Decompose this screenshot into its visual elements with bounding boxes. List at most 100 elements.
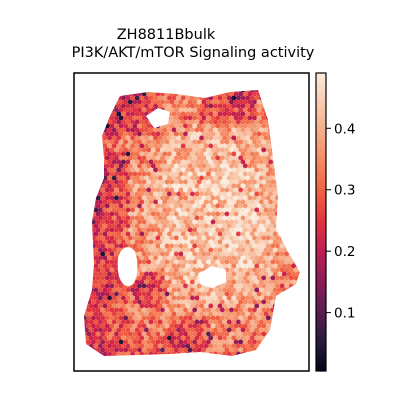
spot [212, 231, 218, 237]
spot [231, 143, 237, 149]
spot [242, 123, 248, 129]
spot [222, 343, 228, 349]
spot [219, 227, 225, 233]
spot [272, 90, 278, 93]
spot [86, 91, 92, 97]
spot [208, 255, 214, 261]
spot [252, 179, 257, 185]
spot [107, 90, 113, 93]
spot [114, 115, 119, 121]
spot [155, 179, 161, 185]
spot [268, 90, 274, 93]
spot [104, 139, 110, 145]
spot [189, 167, 195, 173]
spot [146, 283, 152, 289]
spot [215, 299, 221, 305]
spot [166, 343, 172, 349]
spot [288, 179, 294, 185]
spot [219, 123, 225, 129]
spot [157, 327, 163, 333]
spot [180, 103, 186, 109]
spot [206, 155, 211, 161]
spot [127, 243, 133, 249]
spot [231, 191, 237, 197]
spot [210, 251, 216, 257]
spot [226, 103, 232, 109]
spot [254, 287, 260, 293]
spot [169, 195, 175, 201]
spot [97, 343, 103, 349]
spot [111, 287, 117, 293]
spot [210, 107, 216, 113]
spot [139, 319, 145, 325]
spot [194, 103, 200, 109]
spot [157, 167, 163, 173]
spot [93, 111, 99, 117]
spot [153, 271, 159, 277]
spot [240, 335, 246, 341]
spot [95, 267, 101, 273]
spot [118, 331, 124, 337]
spot [210, 211, 216, 217]
spot [242, 171, 248, 177]
spot [286, 183, 292, 189]
spot [185, 159, 191, 165]
spot [116, 311, 122, 317]
spot [208, 239, 214, 245]
spot [164, 307, 170, 313]
spot [240, 183, 246, 189]
spot [277, 319, 283, 325]
spot [224, 291, 230, 297]
spot [173, 259, 179, 265]
spot [137, 139, 142, 145]
spot [153, 167, 159, 173]
spot [226, 255, 232, 261]
spot [155, 163, 161, 169]
spot [268, 335, 274, 341]
spot [224, 331, 230, 337]
spot [288, 323, 294, 329]
spot [109, 219, 115, 225]
spot [146, 211, 152, 217]
spot [217, 263, 223, 269]
spot [162, 279, 168, 285]
spot [125, 159, 131, 165]
spot [261, 259, 267, 265]
spot [192, 331, 198, 337]
spot [93, 215, 99, 221]
spot [208, 135, 214, 141]
spot [298, 195, 300, 201]
spot [240, 167, 246, 173]
spot [155, 331, 161, 337]
spot [116, 279, 122, 285]
spot [150, 251, 156, 257]
spot [162, 303, 168, 309]
spot [235, 215, 241, 221]
spot [258, 175, 264, 181]
spot [84, 319, 90, 325]
spot [160, 251, 165, 257]
spot [210, 243, 216, 249]
spot [226, 191, 232, 197]
spot [84, 311, 85, 317]
spot [261, 307, 267, 313]
spot [272, 135, 278, 141]
spot [146, 235, 152, 241]
spot [185, 151, 191, 157]
spot [185, 239, 191, 245]
spot [143, 167, 149, 173]
spot [222, 327, 228, 333]
spot [173, 219, 179, 225]
spot [240, 343, 246, 349]
spot [279, 291, 285, 297]
spot [150, 131, 156, 137]
spot [88, 175, 94, 181]
spot [146, 147, 152, 153]
spot [189, 271, 195, 277]
spot [194, 143, 200, 149]
spot [162, 159, 168, 165]
spot [210, 227, 216, 233]
spot [169, 347, 175, 353]
spot [183, 251, 188, 257]
spot [162, 295, 168, 301]
